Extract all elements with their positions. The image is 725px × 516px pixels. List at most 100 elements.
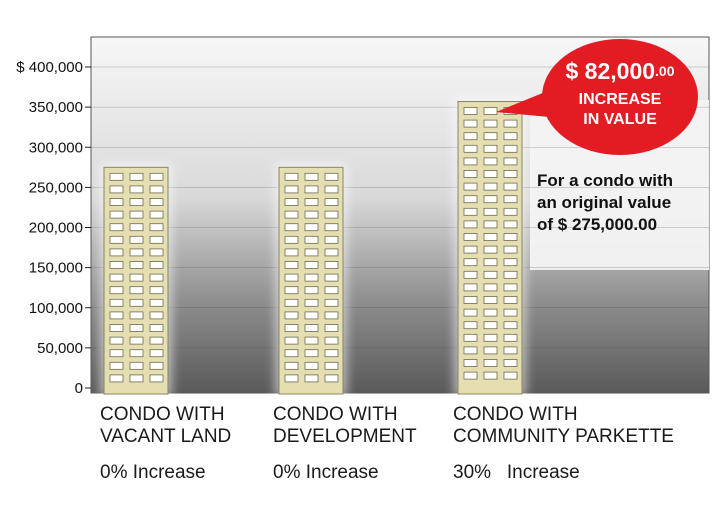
bar-window [149,248,164,257]
bar-window [503,144,518,153]
bar-window [483,220,498,229]
bar-window [483,170,498,178]
bar-window [503,308,518,317]
bar-window [324,273,339,282]
bar-window [324,210,339,219]
y-tick-label: $ 400,000 [16,59,83,76]
bar-window [284,235,299,244]
y-tick-label: 350,000 [29,99,83,116]
y-tick-label: 0 [75,380,83,397]
bar-window [324,349,339,358]
bar-window [503,258,518,267]
bar-window [324,248,339,257]
bar-window [109,210,124,219]
bar-window [503,182,518,191]
bar-window [483,157,498,166]
bar-window [503,220,518,229]
bar-window [324,235,339,244]
bar-window [503,207,518,216]
bar-window [109,374,124,383]
callout-line-1: INCREASE [578,91,662,108]
bar-window [463,207,478,216]
bar-window [109,273,124,282]
bar-window [463,220,478,229]
bar-window [324,261,339,269]
category-label-1: CONDO WITH VACANT LAND [100,404,232,447]
bar-window [324,324,339,332]
bar-window [284,261,299,269]
bar-window [149,361,164,370]
bar-window [284,172,299,181]
bar-window [149,286,164,295]
bar-window [284,336,299,345]
bar-window [109,286,124,295]
bar-window [109,261,124,269]
bar-window [284,210,299,219]
bar-window [324,374,339,383]
bar-window [324,185,339,194]
bar-window [129,172,144,181]
bar-window [304,198,319,206]
bar-window [483,132,498,141]
y-tick-label: 250,000 [29,179,83,196]
bar-window [129,261,144,269]
y-tick-label: 200,000 [29,220,83,237]
bar-window [463,170,478,178]
bar-window [129,286,144,295]
bar-window [483,245,498,254]
bar-window [503,283,518,292]
bar-window [109,172,124,181]
bar-window [304,361,319,370]
bar-window [483,296,498,304]
bar-window [483,182,498,191]
bar-window [284,248,299,257]
bar-window [483,321,498,330]
callout-line-2: IN VALUE [583,111,657,128]
bar-window [109,248,124,257]
bar-window [463,359,478,367]
bar-window [149,349,164,358]
bar-window [109,349,124,358]
bar-window [284,374,299,383]
bar-window [129,336,144,345]
bar-window [324,223,339,232]
bar-window [463,195,478,204]
bar-window [129,298,144,307]
bar-window [129,235,144,244]
bar-window [463,321,478,330]
bar-window [503,296,518,304]
bar-window [483,144,498,153]
bar-window [284,223,299,232]
annotation-text: For a condo with an original value of $ … [537,171,673,234]
bar-window [463,346,478,355]
bar-window [463,107,478,115]
bar-window [503,245,518,254]
bar-window [483,207,498,216]
bar-window [483,371,498,380]
bar-window [483,333,498,342]
bar-window [483,119,498,128]
bar-window [463,270,478,279]
bar-window [483,283,498,292]
y-tick-label: 100,000 [29,300,83,317]
bar-window [129,311,144,320]
bar-window [304,349,319,358]
bar-window [129,324,144,332]
bar-window [109,235,124,244]
bar-window [503,371,518,380]
bar-window [503,119,518,128]
bar-window [129,223,144,232]
bar-window [284,349,299,358]
bar-window [284,273,299,282]
bar-window [304,223,319,232]
bar-window [503,170,518,178]
bar-window [483,308,498,317]
bar-window [463,132,478,141]
bar-window [463,182,478,191]
bar-window [483,107,498,115]
bar-window [324,172,339,181]
bar-window [304,324,319,332]
bar-window [463,245,478,254]
bar-window [109,223,124,232]
bar-window [304,311,319,320]
